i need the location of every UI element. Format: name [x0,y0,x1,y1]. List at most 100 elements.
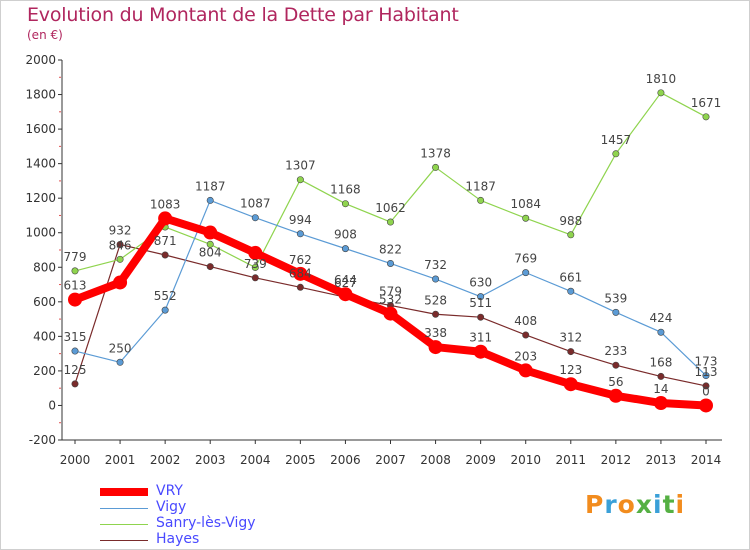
data-label: 14 [653,382,668,396]
data-label: 1671 [691,96,722,110]
data-label: 732 [424,258,447,272]
data-label: 233 [604,344,627,358]
legend-item-vigy: Vigy [100,499,300,516]
data-label: 908 [334,228,357,242]
data-label: 123 [559,363,582,377]
data-point [522,331,530,339]
x-tick-label: 2006 [330,453,361,467]
logo-letter: i [675,490,686,519]
y-tick-label: 2000 [25,53,56,67]
y-tick-label: 400 [33,329,56,343]
data-point [383,306,398,321]
data-label: 988 [559,214,582,228]
data-point [653,396,668,411]
data-point [161,306,169,314]
legend-swatch-vry [100,488,148,496]
data-point [702,382,710,390]
data-label: 846 [109,238,132,252]
data-point [608,388,623,403]
data-label: 56 [608,375,623,389]
data-point [612,150,620,158]
data-label: 532 [379,293,402,307]
data-point [386,259,394,267]
data-point [251,274,259,282]
data-label: 579 [379,284,402,298]
data-label: 613 [64,279,87,293]
data-label: 0 [702,384,710,398]
legend-label: Sanry-lès-Vigy [156,515,256,531]
data-point [296,230,304,238]
x-tick-label: 2005 [285,453,316,467]
data-label: 684 [289,266,312,280]
data-point [338,287,353,302]
data-point [251,214,259,222]
data-label: 1187 [195,179,226,193]
legend-item-hayes: Hayes [100,531,300,548]
x-tick-label: 2007 [375,453,406,467]
data-label: 315 [64,330,87,344]
legend-swatch-hayes [100,540,148,541]
legend-swatch-vigy [100,508,148,509]
data-label: 125 [64,363,87,377]
y-tick-label: 1000 [25,226,56,240]
data-point [206,196,214,204]
logo-letter: i [653,490,663,519]
x-tick-label: 2001 [105,453,136,467]
data-point [341,245,349,253]
data-point [432,310,440,318]
data-label: 762 [289,253,312,267]
data-point [657,328,665,336]
data-point [248,245,263,260]
data-label: 408 [514,314,537,328]
logo-letter: r [604,490,618,519]
data-label: 739 [244,257,267,271]
legend-item-sanry: Sanry-lès-Vigy [100,515,300,532]
logo-letter: o [617,490,636,519]
data-point [113,275,128,290]
data-label: 871 [154,234,177,248]
data-label: 630 [469,276,492,290]
data-point [699,398,713,413]
data-label: 994 [289,213,312,227]
data-label: 1062 [375,201,406,215]
x-tick-label: 2011 [556,453,587,467]
data-label: 804 [199,246,222,260]
data-label: 1084 [510,197,541,211]
data-point [657,372,665,380]
legend-label: VRY [156,483,183,499]
data-point [567,287,575,295]
x-tick-label: 2010 [510,453,541,467]
data-label: 1187 [465,179,496,193]
data-point [432,275,440,283]
data-point [477,313,485,321]
data-label: 511 [469,296,492,310]
y-tick-label: 800 [33,260,56,274]
data-point [341,200,349,208]
proxiti-logo: Proxiti [585,490,685,519]
y-tick-label: 1800 [25,88,56,102]
data-label: 338 [424,326,447,340]
data-point [293,266,308,281]
y-tick-label: 200 [33,364,56,378]
data-point [71,347,79,355]
data-label: 779 [64,250,87,264]
data-point [386,218,394,226]
data-label: 528 [424,293,447,307]
x-tick-label: 2004 [240,453,271,467]
data-label: 769 [514,252,537,266]
data-label: 539 [604,291,627,305]
data-label: 552 [154,289,177,303]
x-tick-label: 2014 [691,453,722,467]
data-label: 1087 [240,197,271,211]
data-point [657,89,665,97]
data-point [612,308,620,316]
data-point [428,340,443,355]
chart-title: Evolution du Montant de la Dette par Hab… [27,4,459,26]
y-tick-label: 1600 [25,122,56,136]
data-point [567,348,575,356]
data-label: 168 [649,355,672,369]
data-point [296,283,304,291]
data-point [158,211,173,226]
data-point [612,361,620,369]
